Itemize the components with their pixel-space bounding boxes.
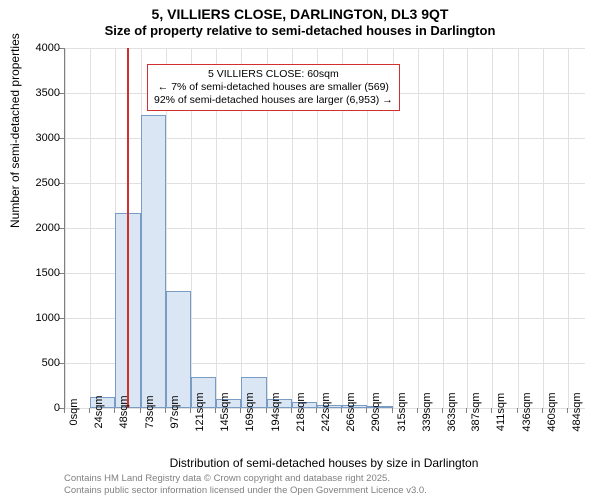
x-tick-label: 363sqm xyxy=(446,392,458,431)
chart-container: 5, VILLIERS CLOSE, DARLINGTON, DL3 9QT S… xyxy=(0,0,600,500)
annotation-line: 5 VILLIERS CLOSE: 60sqm xyxy=(154,68,393,81)
y-tick-label: 4000 xyxy=(24,42,60,54)
x-tick-label: 0sqm xyxy=(68,399,80,426)
x-tick-label: 48sqm xyxy=(118,395,130,428)
x-tick-label: 266sqm xyxy=(345,392,357,431)
x-tick-mark xyxy=(291,408,292,413)
attribution-line-2: Contains public sector information licen… xyxy=(64,485,427,496)
histogram-bar xyxy=(141,115,166,408)
annotation-line: ← 7% of semi-detached houses are smaller… xyxy=(154,81,393,94)
x-tick-label: 73sqm xyxy=(144,395,156,428)
x-tick-label: 484sqm xyxy=(571,392,583,431)
x-tick-mark xyxy=(491,408,492,413)
y-tick-label: 3000 xyxy=(24,132,60,144)
x-tick-label: 460sqm xyxy=(546,392,558,431)
x-tick-mark xyxy=(341,408,342,413)
x-tick-label: 194sqm xyxy=(270,392,282,431)
x-tick-mark xyxy=(165,408,166,413)
x-tick-mark xyxy=(266,408,267,413)
x-tick-mark xyxy=(392,408,393,413)
grid-line-x xyxy=(543,48,544,408)
x-tick-mark xyxy=(366,408,367,413)
x-tick-label: 242sqm xyxy=(320,392,332,431)
x-tick-mark xyxy=(466,408,467,413)
y-tick-label: 1500 xyxy=(24,267,60,279)
grid-line-y xyxy=(65,48,585,49)
x-tick-label: 387sqm xyxy=(470,392,482,431)
x-tick-label: 24sqm xyxy=(93,395,105,428)
grid-line-x xyxy=(443,48,444,408)
grid-line-x xyxy=(492,48,493,408)
grid-line-x xyxy=(418,48,419,408)
grid-line-x xyxy=(90,48,91,408)
annotation-line: 92% of semi-detached houses are larger (… xyxy=(154,94,393,107)
grid-line-x xyxy=(467,48,468,408)
x-tick-mark xyxy=(140,408,141,413)
x-tick-mark xyxy=(89,408,90,413)
annotation-box: 5 VILLIERS CLOSE: 60sqm← 7% of semi-deta… xyxy=(147,64,400,111)
x-tick-label: 218sqm xyxy=(295,392,307,431)
attribution-text: Contains HM Land Registry data © Crown c… xyxy=(64,473,427,496)
property-marker-line xyxy=(127,48,129,408)
x-tick-mark xyxy=(190,408,191,413)
x-tick-mark xyxy=(442,408,443,413)
x-tick-label: 411sqm xyxy=(495,393,507,431)
y-tick-label: 3500 xyxy=(24,87,60,99)
chart-title-sub: Size of property relative to semi-detach… xyxy=(0,23,600,38)
x-tick-mark xyxy=(316,408,317,413)
x-tick-mark xyxy=(64,408,65,413)
x-tick-label: 169sqm xyxy=(244,392,256,431)
x-tick-label: 145sqm xyxy=(219,392,231,431)
y-tick-label: 2500 xyxy=(24,177,60,189)
x-tick-mark xyxy=(240,408,241,413)
chart-title-main: 5, VILLIERS CLOSE, DARLINGTON, DL3 9QT xyxy=(0,6,600,22)
x-tick-mark xyxy=(517,408,518,413)
x-tick-mark xyxy=(542,408,543,413)
x-tick-label: 121sqm xyxy=(194,392,206,431)
x-tick-mark xyxy=(114,408,115,413)
grid-line-x xyxy=(518,48,519,408)
x-axis-label: Distribution of semi-detached houses by … xyxy=(64,456,584,470)
x-tick-mark xyxy=(417,408,418,413)
x-tick-label: 436sqm xyxy=(521,392,533,431)
x-tick-mark xyxy=(215,408,216,413)
x-tick-label: 290sqm xyxy=(370,392,382,431)
grid-line-x xyxy=(568,48,569,408)
y-tick-label: 500 xyxy=(24,357,60,369)
y-tick-label: 0 xyxy=(24,402,60,414)
y-tick-label: 1000 xyxy=(24,312,60,324)
attribution-line-1: Contains HM Land Registry data © Crown c… xyxy=(64,473,427,484)
grid-line-x xyxy=(65,48,66,408)
y-tick-label: 2000 xyxy=(24,222,60,234)
histogram-bar xyxy=(166,291,191,408)
x-tick-mark xyxy=(567,408,568,413)
x-tick-label: 97sqm xyxy=(169,395,181,428)
y-axis-label: Number of semi-detached properties xyxy=(8,33,22,228)
x-tick-label: 339sqm xyxy=(421,392,433,431)
plot-area: 5 VILLIERS CLOSE: 60sqm← 7% of semi-deta… xyxy=(64,48,585,409)
x-tick-label: 315sqm xyxy=(396,392,408,431)
